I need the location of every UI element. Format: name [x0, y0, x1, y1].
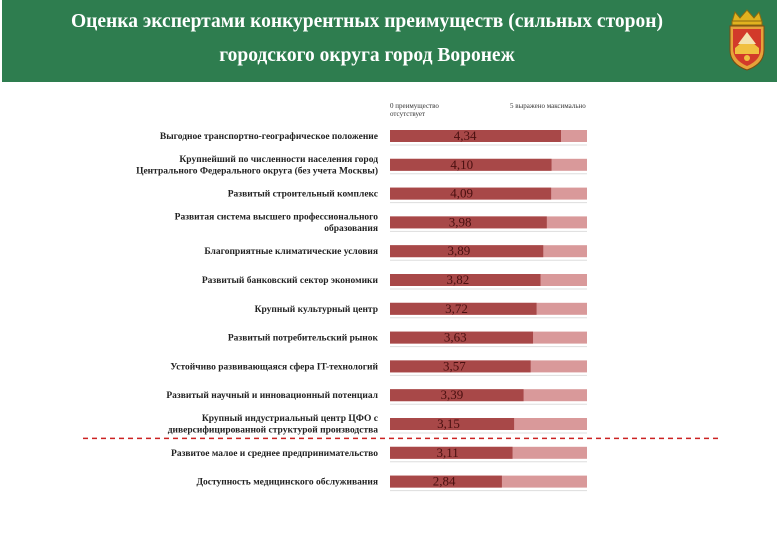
bar-value — [390, 446, 513, 459]
bar-value — [390, 360, 531, 373]
data-label: 3,15 — [437, 416, 460, 431]
data-label: 3,57 — [443, 358, 466, 373]
bar-value — [390, 302, 537, 315]
chart-row: 3,15 Крупный индустриальный центр ЦФО с ди… — [168, 413, 587, 436]
data-label: 3,63 — [444, 330, 467, 345]
header-banner: Оценка экспертами конкурентных преимущес… — [2, 0, 777, 82]
data-label: 3,82 — [446, 272, 469, 287]
chart-row: 4,10 Крупнейший по численности населения … — [136, 154, 587, 177]
category-label: Доступность медицинского обслуживания — [196, 477, 378, 488]
category-label: Развитый строительный комплекс — [228, 189, 378, 200]
data-label: 3,39 — [440, 387, 463, 402]
bar-value — [390, 187, 552, 200]
page-title-line1: Оценка экспертами конкурентных преимущес… — [71, 11, 663, 32]
data-label: 3,72 — [445, 301, 468, 316]
category-label: Крупный индустриальный центр ЦФО с диверс… — [168, 413, 379, 436]
category-label: Крупнейший по численности населения горо… — [136, 154, 378, 177]
data-label: 3,98 — [449, 214, 472, 229]
bar-value — [390, 245, 544, 258]
chart-row: 3,82 Развитый банковский сектор экономики — [202, 272, 587, 290]
bar-value — [390, 274, 541, 286]
bar-value — [390, 216, 547, 229]
data-label: 4,09 — [450, 186, 473, 201]
bar-value — [390, 158, 552, 171]
chart-row: 3,39 Развитый научный и инновационный пот… — [166, 387, 587, 405]
bar-value — [390, 389, 524, 402]
data-label: 4,10 — [450, 157, 473, 172]
chart-row: 3,89 Благоприятные климатические условия — [204, 243, 587, 261]
data-label: 4,34 — [454, 128, 477, 143]
bar-value — [390, 130, 561, 142]
category-label: Развитый потребительский рынок — [228, 333, 379, 344]
data-label: 3,11 — [437, 445, 459, 460]
category-label: Устойчиво развивающаяся сфера IT-техноло… — [170, 361, 378, 372]
category-label: Крупный культурный центр — [255, 304, 378, 315]
chart-row: 3,57 Устойчиво развивающаяся сфера IT-тех… — [170, 358, 587, 376]
bar-chart: 0 преимущество отсутствует 5 выражено макс… — [83, 102, 722, 492]
bar-value — [390, 331, 534, 344]
data-label: 2,84 — [433, 474, 456, 489]
chart-row: 3,72 Крупный культурный центр — [255, 301, 587, 319]
chart-row: 3,11 Развитое малое и среднее предпринима… — [171, 445, 587, 463]
coat-of-arms-icon — [729, 9, 765, 71]
scale-min-note: 0 преимущество отсутствует — [390, 102, 439, 118]
category-label: Выгодное транспортно-географическое поло… — [160, 131, 378, 142]
scale-max-note: 5 выражено максимально — [510, 102, 586, 110]
chart-row: 4,34 Выгодное транспортно-географическое … — [160, 128, 587, 146]
bar-value — [390, 418, 515, 430]
category-label: Развитое малое и среднее предприниматель… — [171, 449, 378, 459]
bar-value — [390, 475, 502, 488]
category-label: Развитая система высшего профессионально… — [175, 211, 379, 234]
chart-row: 2,84 Доступность медицинского обслуживани… — [196, 474, 587, 492]
category-label: Развитый научный и инновационный потенци… — [166, 390, 378, 401]
data-label: 3,89 — [447, 243, 470, 258]
chart-row: 3,63 Развитый потребительский рынок — [228, 330, 587, 348]
category-label: Благоприятные климатические условия — [204, 247, 378, 257]
chart-row: 4,09 Развитый строительный комплекс — [228, 186, 587, 204]
chart-row: 3,98 Развитая система высшего профессиона… — [175, 211, 587, 234]
category-label: Развитый банковский сектор экономики — [202, 275, 379, 286]
page-title-line2: городского округа город Воронеж — [219, 45, 515, 66]
